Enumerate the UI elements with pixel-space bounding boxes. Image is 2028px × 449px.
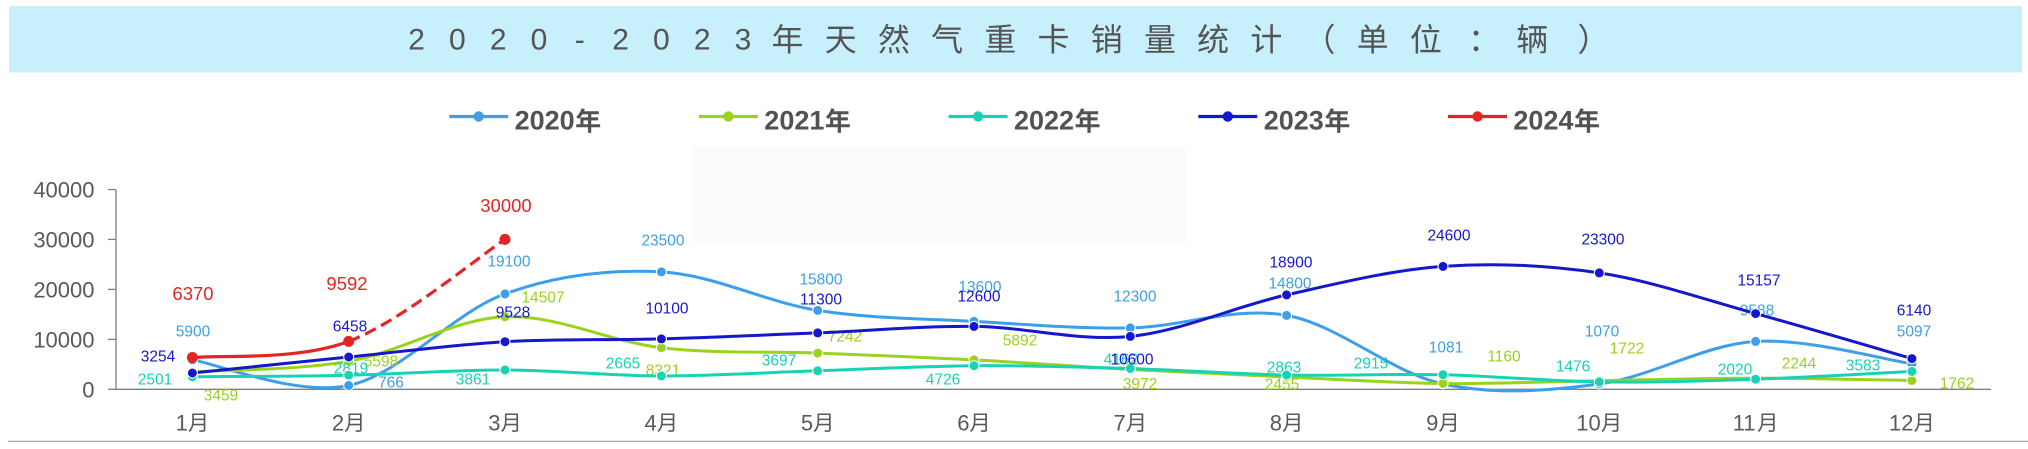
svg-text:6140: 6140 — [1897, 303, 1932, 320]
svg-text:2020: 2020 — [1718, 362, 1753, 379]
svg-text:5097: 5097 — [1897, 324, 1931, 341]
svg-text:3459: 3459 — [204, 388, 238, 405]
svg-text:2021: 2021 — [764, 106, 824, 136]
svg-text:3: 3 — [735, 23, 752, 56]
svg-text:24600: 24600 — [1427, 228, 1470, 245]
svg-text:12: 12 — [1889, 410, 1913, 435]
svg-text:5: 5 — [801, 410, 813, 435]
svg-text:14800: 14800 — [1268, 276, 1311, 293]
svg-text:3583: 3583 — [1846, 358, 1880, 375]
svg-text:2: 2 — [332, 410, 344, 435]
svg-text:30000: 30000 — [480, 195, 531, 216]
svg-text:6458: 6458 — [333, 319, 367, 336]
svg-text:0: 0 — [653, 23, 670, 56]
svg-text:1476: 1476 — [1556, 359, 1590, 376]
svg-text:12600: 12600 — [957, 289, 1000, 306]
svg-text:6: 6 — [957, 410, 969, 435]
svg-text:15157: 15157 — [1737, 273, 1780, 290]
svg-text:40000: 40000 — [33, 178, 94, 203]
svg-text:3861: 3861 — [456, 372, 490, 389]
svg-text:0: 0 — [82, 377, 94, 402]
svg-text:10: 10 — [1576, 410, 1600, 435]
svg-text:19100: 19100 — [487, 254, 530, 271]
svg-text:6370: 6370 — [172, 283, 213, 304]
svg-text:2: 2 — [694, 23, 711, 56]
svg-text:-: - — [575, 23, 585, 56]
svg-text:13600: 13600 — [958, 279, 1001, 296]
svg-text:4: 4 — [645, 410, 657, 435]
svg-text:766: 766 — [378, 375, 404, 392]
svg-text:0: 0 — [531, 23, 548, 56]
svg-text:14507: 14507 — [521, 290, 564, 307]
svg-text:2863: 2863 — [1267, 360, 1301, 377]
svg-text:3697: 3697 — [762, 353, 796, 370]
svg-text:10100: 10100 — [645, 301, 688, 318]
svg-text:2022: 2022 — [1014, 106, 1074, 136]
svg-text:3: 3 — [488, 410, 500, 435]
svg-text:2244: 2244 — [1782, 356, 1817, 373]
svg-text:10600: 10600 — [1110, 352, 1153, 369]
svg-text:5900: 5900 — [176, 324, 211, 341]
svg-text:9528: 9528 — [496, 305, 530, 322]
svg-text:2024: 2024 — [1513, 106, 1573, 136]
svg-text:1722: 1722 — [1610, 341, 1644, 358]
svg-text:3254: 3254 — [141, 349, 176, 366]
svg-text:2455: 2455 — [1265, 377, 1299, 394]
svg-text:2: 2 — [612, 23, 629, 56]
svg-text:8: 8 — [1270, 410, 1282, 435]
svg-text:1762: 1762 — [1940, 376, 1974, 393]
svg-text:2023: 2023 — [1264, 106, 1324, 136]
svg-text:5598: 5598 — [364, 354, 398, 371]
svg-text:3972: 3972 — [1123, 376, 1157, 393]
svg-text:5892: 5892 — [1003, 333, 1037, 350]
svg-text:11300: 11300 — [800, 292, 842, 309]
svg-text:23300: 23300 — [1581, 232, 1624, 249]
svg-text:9592: 9592 — [326, 273, 367, 294]
svg-text:2665: 2665 — [606, 356, 640, 373]
svg-text:23500: 23500 — [641, 233, 684, 250]
svg-text:7: 7 — [1114, 410, 1126, 435]
svg-text:18900: 18900 — [1269, 255, 1312, 272]
svg-text:2020: 2020 — [515, 106, 575, 136]
svg-text:15800: 15800 — [799, 272, 842, 289]
svg-text:4726: 4726 — [926, 372, 960, 389]
svg-text:1: 1 — [176, 410, 188, 435]
svg-text:11: 11 — [1733, 410, 1756, 435]
svg-text:2915: 2915 — [1354, 356, 1388, 373]
svg-text:30000: 30000 — [33, 227, 94, 252]
svg-text:20000: 20000 — [33, 277, 94, 302]
svg-text:1160: 1160 — [1487, 349, 1521, 366]
svg-text:2: 2 — [490, 23, 507, 56]
svg-text:2501: 2501 — [138, 372, 172, 389]
svg-text:10000: 10000 — [33, 327, 94, 352]
svg-text:2: 2 — [408, 23, 425, 56]
svg-text:0: 0 — [449, 23, 466, 56]
svg-text:12300: 12300 — [1113, 289, 1156, 306]
svg-text:9: 9 — [1426, 410, 1438, 435]
svg-text:1081: 1081 — [1429, 340, 1463, 357]
svg-text:1070: 1070 — [1585, 324, 1620, 341]
svg-text:2819: 2819 — [334, 361, 368, 378]
